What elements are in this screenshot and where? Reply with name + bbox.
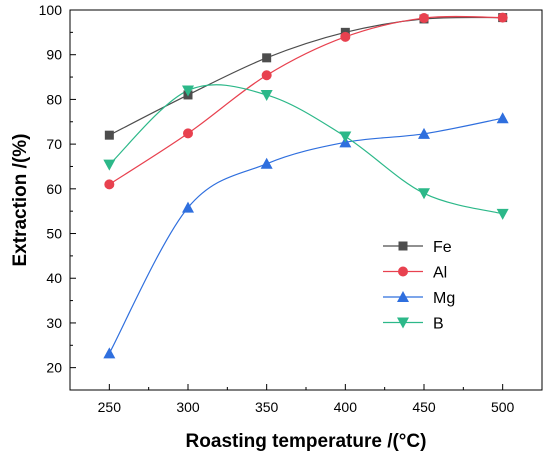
legend: Fe Al Mg B bbox=[383, 239, 455, 333]
data-point-b bbox=[260, 89, 273, 101]
legend-marker-mg bbox=[397, 291, 409, 302]
data-point-al bbox=[104, 179, 115, 190]
legend-label-fe: Fe bbox=[433, 239, 452, 256]
y-tick-label: 50 bbox=[46, 226, 62, 242]
series-line-fe bbox=[109, 16, 503, 136]
data-point-b bbox=[496, 208, 509, 220]
data-point-fe bbox=[104, 130, 114, 140]
y-tick-label: 100 bbox=[39, 2, 63, 18]
x-tick-label: 350 bbox=[255, 399, 279, 415]
legend-marker-b bbox=[397, 317, 409, 329]
x-tick-label: 300 bbox=[176, 399, 200, 415]
series-line-b bbox=[108, 84, 503, 215]
x-tick-label: 500 bbox=[491, 399, 515, 415]
data-point-b bbox=[103, 159, 116, 171]
data-point-mg bbox=[496, 112, 509, 124]
data-point-b bbox=[182, 85, 194, 97]
y-tick-label: 40 bbox=[46, 270, 62, 286]
plot-frame bbox=[69, 9, 543, 391]
data-point-mg bbox=[182, 201, 194, 213]
x-tick-label: 250 bbox=[98, 399, 122, 415]
y-tick-label: 80 bbox=[46, 91, 62, 107]
data-point-fe bbox=[262, 53, 272, 63]
data-point-mg bbox=[260, 157, 273, 169]
data-point-al bbox=[340, 31, 351, 42]
series-markers bbox=[103, 12, 509, 359]
y-axis-title: Extraction /(%) bbox=[10, 133, 31, 266]
x-tick-label: 450 bbox=[412, 399, 436, 415]
data-point-al bbox=[419, 13, 429, 24]
data-point-al bbox=[497, 12, 508, 23]
legend-marker-fe bbox=[398, 241, 408, 251]
legend-marker-al bbox=[398, 266, 408, 277]
y-tick-label: 30 bbox=[46, 315, 62, 331]
data-point-mg bbox=[103, 347, 116, 359]
data-point-b bbox=[339, 131, 352, 143]
x-axis-title: Roasting temperature /(°C) bbox=[186, 431, 427, 452]
series-line-al bbox=[109, 15, 503, 185]
axis-ticks: 250 300 350 400 450 500 20 30 40 50 60 70 80 90 100 bbox=[39, 2, 515, 415]
data-point-al bbox=[261, 70, 272, 81]
legend-label-mg: Mg bbox=[433, 290, 455, 307]
y-tick-label: 90 bbox=[46, 47, 62, 63]
x-tick-label: 400 bbox=[334, 399, 358, 415]
y-tick-label: 20 bbox=[46, 360, 62, 376]
legend-label-al: Al bbox=[433, 265, 447, 282]
data-point-al bbox=[183, 128, 193, 139]
data-point-b bbox=[418, 188, 430, 200]
y-tick-label: 70 bbox=[46, 136, 62, 152]
legend-label-b: B bbox=[433, 316, 444, 333]
data-point-mg bbox=[418, 127, 430, 139]
y-tick-label: 60 bbox=[46, 181, 62, 197]
